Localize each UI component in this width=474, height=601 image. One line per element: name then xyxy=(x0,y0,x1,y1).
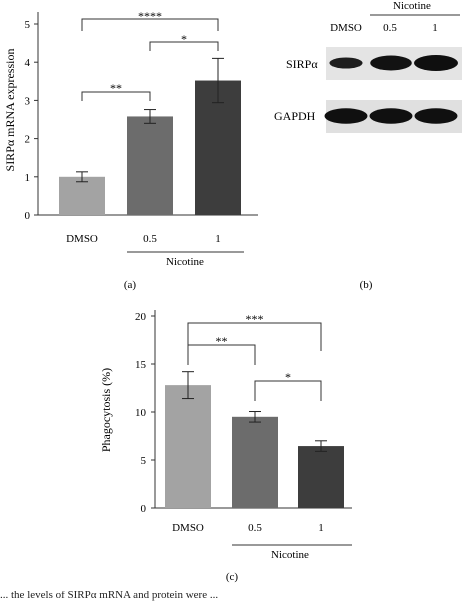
blot-sirpa-band xyxy=(370,55,412,71)
chart-a-error-bar xyxy=(76,171,88,183)
chart-c-significance-bracket xyxy=(254,380,322,401)
chart-c-bar xyxy=(232,416,278,508)
chart-a-ytick-label: 0 xyxy=(25,210,31,222)
chart-c-error-bar xyxy=(249,411,261,423)
chart-c-xtick-label: 0.5 xyxy=(248,522,262,534)
chart-a-ylabel: SIRPα mRNA expression xyxy=(3,49,17,172)
chart-c-panel-label: (c) xyxy=(226,571,239,583)
caption-fragment-text: ... the levels of SIRPα mRNA and protein… xyxy=(0,591,219,601)
blot-gapdh-band xyxy=(414,108,458,124)
chart-a-ytick-label: 1 xyxy=(25,172,31,184)
caption-fragment: ... the levels of SIRPα mRNA and protein… xyxy=(0,591,474,601)
chart-c-significance-label: * xyxy=(285,370,291,384)
blot-lane-1: 1 xyxy=(432,22,438,34)
chart-a-ytick-label: 4 xyxy=(25,57,31,69)
blot-gapdh-band xyxy=(324,108,368,124)
blot-gapdh-band xyxy=(369,108,413,124)
chart-a-significance-bracket xyxy=(81,91,151,101)
chart-a-xtick-label: 1 xyxy=(215,233,221,245)
chart-c-significance-bracket xyxy=(187,344,256,365)
chart-a-xtick-label: 0.5 xyxy=(143,233,157,245)
chart-a-bar xyxy=(59,176,105,215)
chart-c-significance-label: *** xyxy=(246,312,264,326)
chart-c-xtick-label: 1 xyxy=(318,522,324,534)
blot-row-gapdh-label: GAPDH xyxy=(274,109,316,123)
chart-c-ytick-label: 5 xyxy=(141,455,147,467)
chart-a-panel-label: (a) xyxy=(124,279,137,291)
chart-a-ytick-label: 3 xyxy=(25,95,31,107)
chart-a-xtick-label: DMSO xyxy=(66,233,98,245)
chart-a-significance-label: **** xyxy=(138,9,162,23)
chart-c-xtick-label: DMSO xyxy=(172,522,204,534)
blot-panel-label: (b) xyxy=(360,279,373,291)
blot-row-sirpa-label: SIRPα xyxy=(286,57,318,71)
blot-lane-0.5: 0.5 xyxy=(383,22,397,34)
chart-a-ytick-label: 5 xyxy=(25,19,31,31)
chart-c-error-bar xyxy=(315,440,327,452)
chart-c-error-bar xyxy=(182,371,194,400)
chart-c-ytick-label: 10 xyxy=(135,407,147,419)
chart-c-bar xyxy=(298,446,344,508)
chart-c-bar xyxy=(165,385,211,508)
chart-c-group-label: Nicotine xyxy=(271,549,309,561)
chart-c-ytick-label: 0 xyxy=(141,503,147,515)
chart-c-ylabel: Phagocytosis (%) xyxy=(99,368,113,452)
blot-header: Nicotine xyxy=(393,0,431,12)
chart-a-error-bar xyxy=(144,109,156,124)
chart-a-significance-label: ** xyxy=(110,81,122,95)
blot-panel: Nicotine DMSO 0.5 1 SIRPα GAPDH (b) xyxy=(274,0,462,291)
chart-c-ytick-label: 20 xyxy=(135,311,147,323)
blot-lane-dmso: DMSO xyxy=(330,22,362,34)
blot-sirpa-band xyxy=(414,55,458,71)
chart-c-ytick-label: 15 xyxy=(135,359,147,371)
chart-a-ytick-label: 2 xyxy=(25,134,31,146)
blot-sirpa-band xyxy=(329,57,363,69)
chart-a-bar xyxy=(127,116,173,215)
chart-a-significance-bracket xyxy=(81,18,219,31)
chart-c-significance-label: ** xyxy=(216,334,228,348)
chart-c-significance-bracket xyxy=(187,322,322,351)
chart-a-significance-bracket xyxy=(149,41,219,51)
chart-a-group-label: Nicotine xyxy=(166,256,204,268)
chart-a-error-bar xyxy=(212,57,224,104)
chart-a-significance-label: * xyxy=(181,32,187,46)
